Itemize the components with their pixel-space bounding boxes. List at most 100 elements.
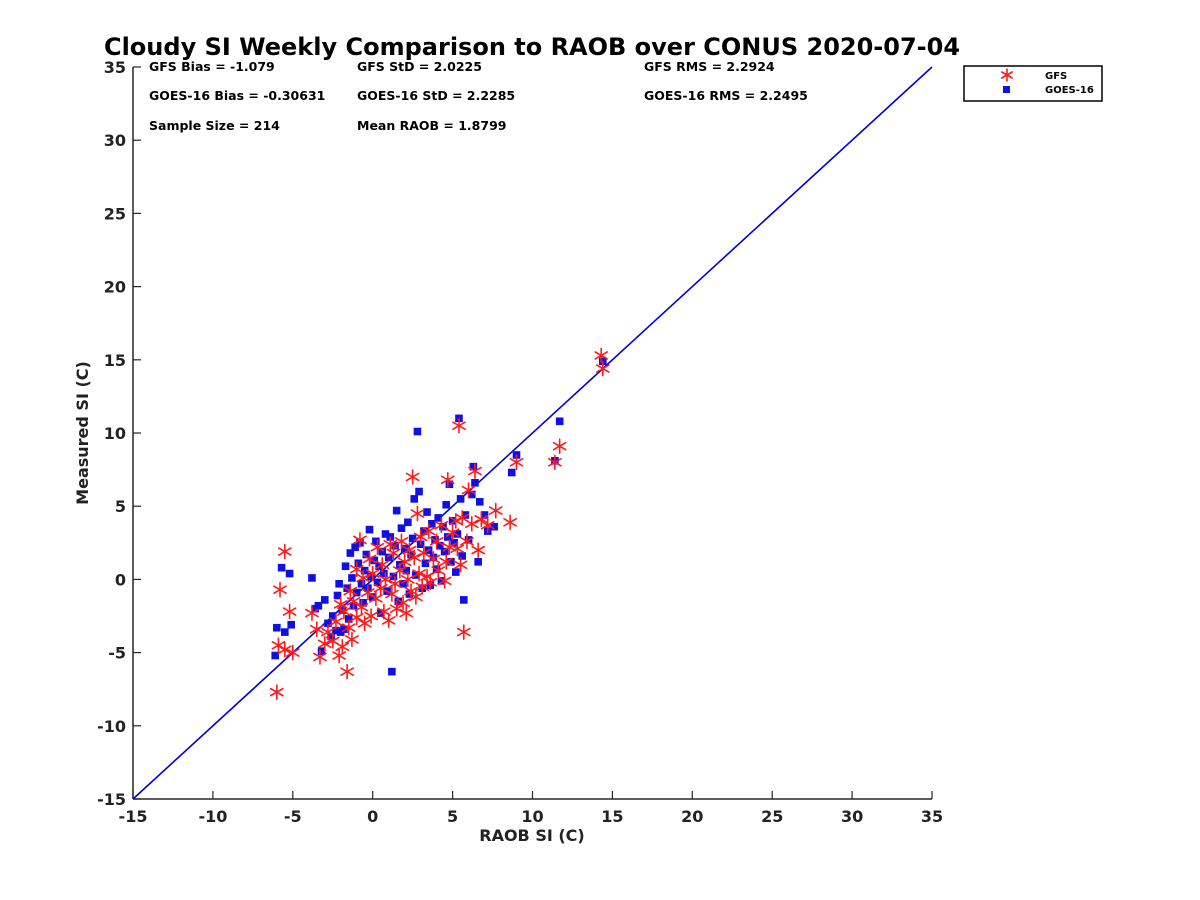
x-axis-ticks: -15 -10 -5 0 5 10 15 20 25 30 35 xyxy=(119,791,943,826)
gfs-point xyxy=(269,684,284,700)
gfs-point xyxy=(341,619,356,636)
legend-goes-16-label: GOES-16 xyxy=(1045,85,1094,96)
goes-16-point xyxy=(352,588,361,597)
gfs-point xyxy=(285,644,300,661)
gfs-point xyxy=(405,469,420,485)
goes-16-point xyxy=(370,556,379,565)
y-axis-label: Measured SI (C) xyxy=(73,361,92,505)
gfs-point xyxy=(273,581,287,598)
goes-16-point xyxy=(445,480,454,489)
legend-gfs-asterisk xyxy=(1001,68,1013,82)
legend-goes-16-marker xyxy=(1003,86,1010,93)
gfs-point xyxy=(282,603,297,620)
goes-16-point xyxy=(389,572,398,581)
goes-16-point xyxy=(555,417,564,426)
gfs-point xyxy=(396,595,410,611)
x-tick-label: 10 xyxy=(521,807,543,826)
gfs-point xyxy=(345,631,359,648)
y-tick-label: 10 xyxy=(104,424,126,443)
gfs-point xyxy=(464,515,479,532)
legend-gfs-marker xyxy=(1001,68,1013,82)
x-tick-label: 20 xyxy=(681,807,703,826)
goes-16-point xyxy=(451,568,460,576)
y-tick-label: 0 xyxy=(115,570,126,589)
y-tick-label: -15 xyxy=(97,790,126,809)
gfs-point xyxy=(410,505,425,522)
goes-16-point xyxy=(471,478,479,487)
goes-16-point xyxy=(332,626,340,635)
gfs-point xyxy=(488,502,503,519)
goes-16-point xyxy=(467,490,476,499)
gfs-point xyxy=(426,551,441,567)
goes-16-point xyxy=(365,525,374,534)
goes-16-point xyxy=(351,543,359,551)
goes-16-point xyxy=(490,522,498,531)
goes-16-point xyxy=(341,562,350,571)
gfs-point xyxy=(453,556,468,573)
gfs-point xyxy=(317,636,332,652)
gfs-point xyxy=(456,624,471,640)
goes-16-point xyxy=(348,574,356,582)
gfs-point xyxy=(503,514,517,531)
x-tick-label: 5 xyxy=(447,807,458,826)
gfs-point xyxy=(337,603,351,620)
goes-16-point xyxy=(281,628,289,636)
goes-16-point xyxy=(327,632,335,641)
goes-16-point xyxy=(402,566,411,575)
goes-16-point xyxy=(287,620,296,629)
goes-16-point xyxy=(404,518,412,527)
goes-16-point xyxy=(271,651,280,660)
goes-16-point xyxy=(421,559,430,568)
goes-16-point xyxy=(324,619,332,628)
gfs-point xyxy=(474,511,489,528)
gfs-point xyxy=(480,517,495,534)
gfs-point xyxy=(354,599,369,616)
gfs-point xyxy=(277,543,292,560)
gfs-point xyxy=(595,360,610,377)
goes-16-point xyxy=(362,550,371,559)
legend: GFS GOES-16 xyxy=(963,65,1103,102)
goes-16-point xyxy=(413,427,422,436)
gfs-point xyxy=(440,472,455,488)
y-tick-label: 20 xyxy=(104,278,126,297)
gfs-point xyxy=(365,565,380,582)
gfs-point xyxy=(309,621,324,637)
goes-16-point xyxy=(444,533,452,541)
gfs-point xyxy=(364,608,378,624)
legend-gfs-label: GFS xyxy=(1045,71,1067,82)
gfs-point xyxy=(381,612,396,629)
statistics-panel: GFS Bias = -1.079 GFS StD = 2.0225 GFS R… xyxy=(149,59,808,133)
goes-16-point xyxy=(384,553,393,562)
gfs-point xyxy=(362,551,377,567)
gfs-point xyxy=(277,641,292,658)
goes-16-point xyxy=(447,558,455,566)
gfs-point xyxy=(346,593,361,610)
goes-16-point xyxy=(394,597,403,606)
y-tick-label: 15 xyxy=(104,351,126,370)
goes-16-point xyxy=(340,625,348,633)
goes-16-point xyxy=(308,574,316,582)
goes-16-point xyxy=(461,511,470,519)
gfs-point xyxy=(389,600,404,617)
gfs-point xyxy=(386,545,401,561)
goes-16-point xyxy=(391,541,399,550)
goes-16-point xyxy=(453,530,462,538)
gfs-point xyxy=(357,615,372,632)
goes-16-point xyxy=(381,530,390,538)
x-tick-label: 35 xyxy=(921,807,943,826)
gfs-point xyxy=(412,565,426,582)
goes-bias-text: GOES-16 Bias = -0.30631 xyxy=(149,88,325,103)
goes-16-point xyxy=(423,508,431,516)
legend-box xyxy=(963,65,1103,102)
gfs-point xyxy=(407,549,422,566)
gfs-point xyxy=(594,347,609,364)
gfs-point xyxy=(353,532,367,548)
goes-16-point xyxy=(346,549,355,557)
gfs-point xyxy=(378,571,393,588)
x-tick-label: 15 xyxy=(601,807,623,826)
goes-16-point xyxy=(428,519,436,528)
gfs-point xyxy=(413,529,428,545)
x-tick-label: 0 xyxy=(367,807,378,826)
x-tick-label: -10 xyxy=(198,807,227,826)
goes-16-point xyxy=(373,578,382,587)
